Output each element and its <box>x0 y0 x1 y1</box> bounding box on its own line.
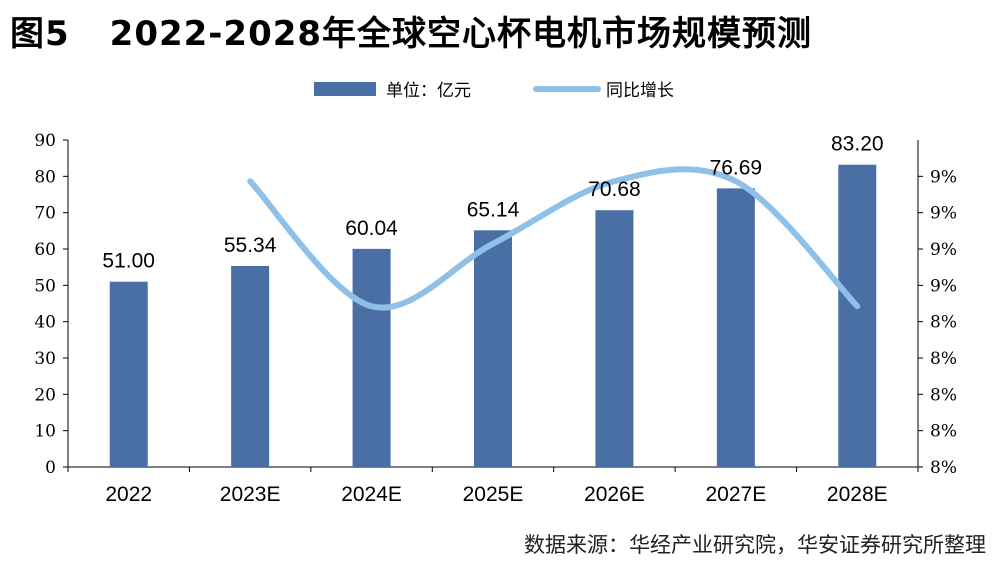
y-right-tick-label: 9% <box>930 204 957 224</box>
data-source: 数据来源：华经产业研究院，华安证券研究所整理 <box>524 533 986 557</box>
y-right-tick-label: 9% <box>930 276 957 296</box>
legend-bar-label: 单位：亿元 <box>386 81 471 101</box>
y-left-tick-label: 10 <box>34 422 56 442</box>
x-tick-label: 2024E <box>341 483 402 506</box>
y-left-tick-label: 60 <box>34 240 56 260</box>
bars <box>109 164 877 468</box>
x-tick-label: 2025E <box>463 483 524 506</box>
y-right-tick-label: 8% <box>930 385 957 405</box>
y-left-tick-label: 20 <box>34 385 56 405</box>
legend-bar-swatch <box>314 82 376 96</box>
figure-label: 图5 <box>10 14 70 54</box>
y-right-tick-label: 8% <box>930 349 957 369</box>
bar <box>231 265 270 467</box>
bar-value-label: 55.34 <box>224 234 277 257</box>
growth-line-path <box>247 166 861 311</box>
figure-title: 2022-2028年全球空心杯电机市场规模预测 <box>109 14 813 54</box>
y-left-tick-label: 50 <box>34 276 56 296</box>
bar-value-label: 70.68 <box>588 178 641 201</box>
y-right-tick-label: 8% <box>930 313 957 333</box>
y-right-tick-label: 8% <box>930 458 957 478</box>
data-labels: 51.00 55.34 60.04 65.14 70.68 76.69 83.20 <box>102 133 883 273</box>
x-tick-label: 2028E <box>827 483 888 506</box>
y-left-tick-label: 40 <box>34 313 56 333</box>
y-right-tick-label: 9% <box>930 240 957 260</box>
axes: 0 10 20 30 40 50 60 70 80 90 8% 8% 8% 8% 8% 9% 9% 9% 9% 202… <box>34 131 957 506</box>
bar <box>838 164 877 467</box>
bar <box>716 188 755 467</box>
y-left-tick-label: 70 <box>34 204 56 224</box>
legend-line-label: 同比增长 <box>606 81 674 101</box>
y-left-tick-label: 80 <box>34 167 56 187</box>
y-left-tick-label: 30 <box>34 349 56 369</box>
bar <box>109 281 148 467</box>
bar <box>474 230 512 467</box>
y-right-tick-label: 9% <box>930 167 957 187</box>
x-tick-label: 2027E <box>705 483 766 506</box>
bar <box>352 248 391 467</box>
bar-value-label: 83.20 <box>831 133 884 156</box>
legend: 单位：亿元 同比增长 <box>314 81 674 101</box>
x-tick-label: 2023E <box>220 483 281 506</box>
bar-value-label: 65.14 <box>467 198 520 221</box>
y-left-tick-label: 0 <box>45 458 56 478</box>
bar-value-label: 51.00 <box>102 250 155 273</box>
bar-value-label: 60.04 <box>345 217 398 240</box>
y-left-tick-label: 90 <box>34 131 56 151</box>
y-right-tick-label: 8% <box>930 422 957 442</box>
bar <box>595 210 634 468</box>
x-tick-label: 2022 <box>105 483 152 506</box>
bar-value-label: 76.69 <box>710 156 763 179</box>
x-tick-label: 2026E <box>584 483 645 506</box>
chart-title: 图5 2022-2028年全球空心杯电机市场规模预测 <box>10 6 812 55</box>
growth-line <box>247 166 861 311</box>
